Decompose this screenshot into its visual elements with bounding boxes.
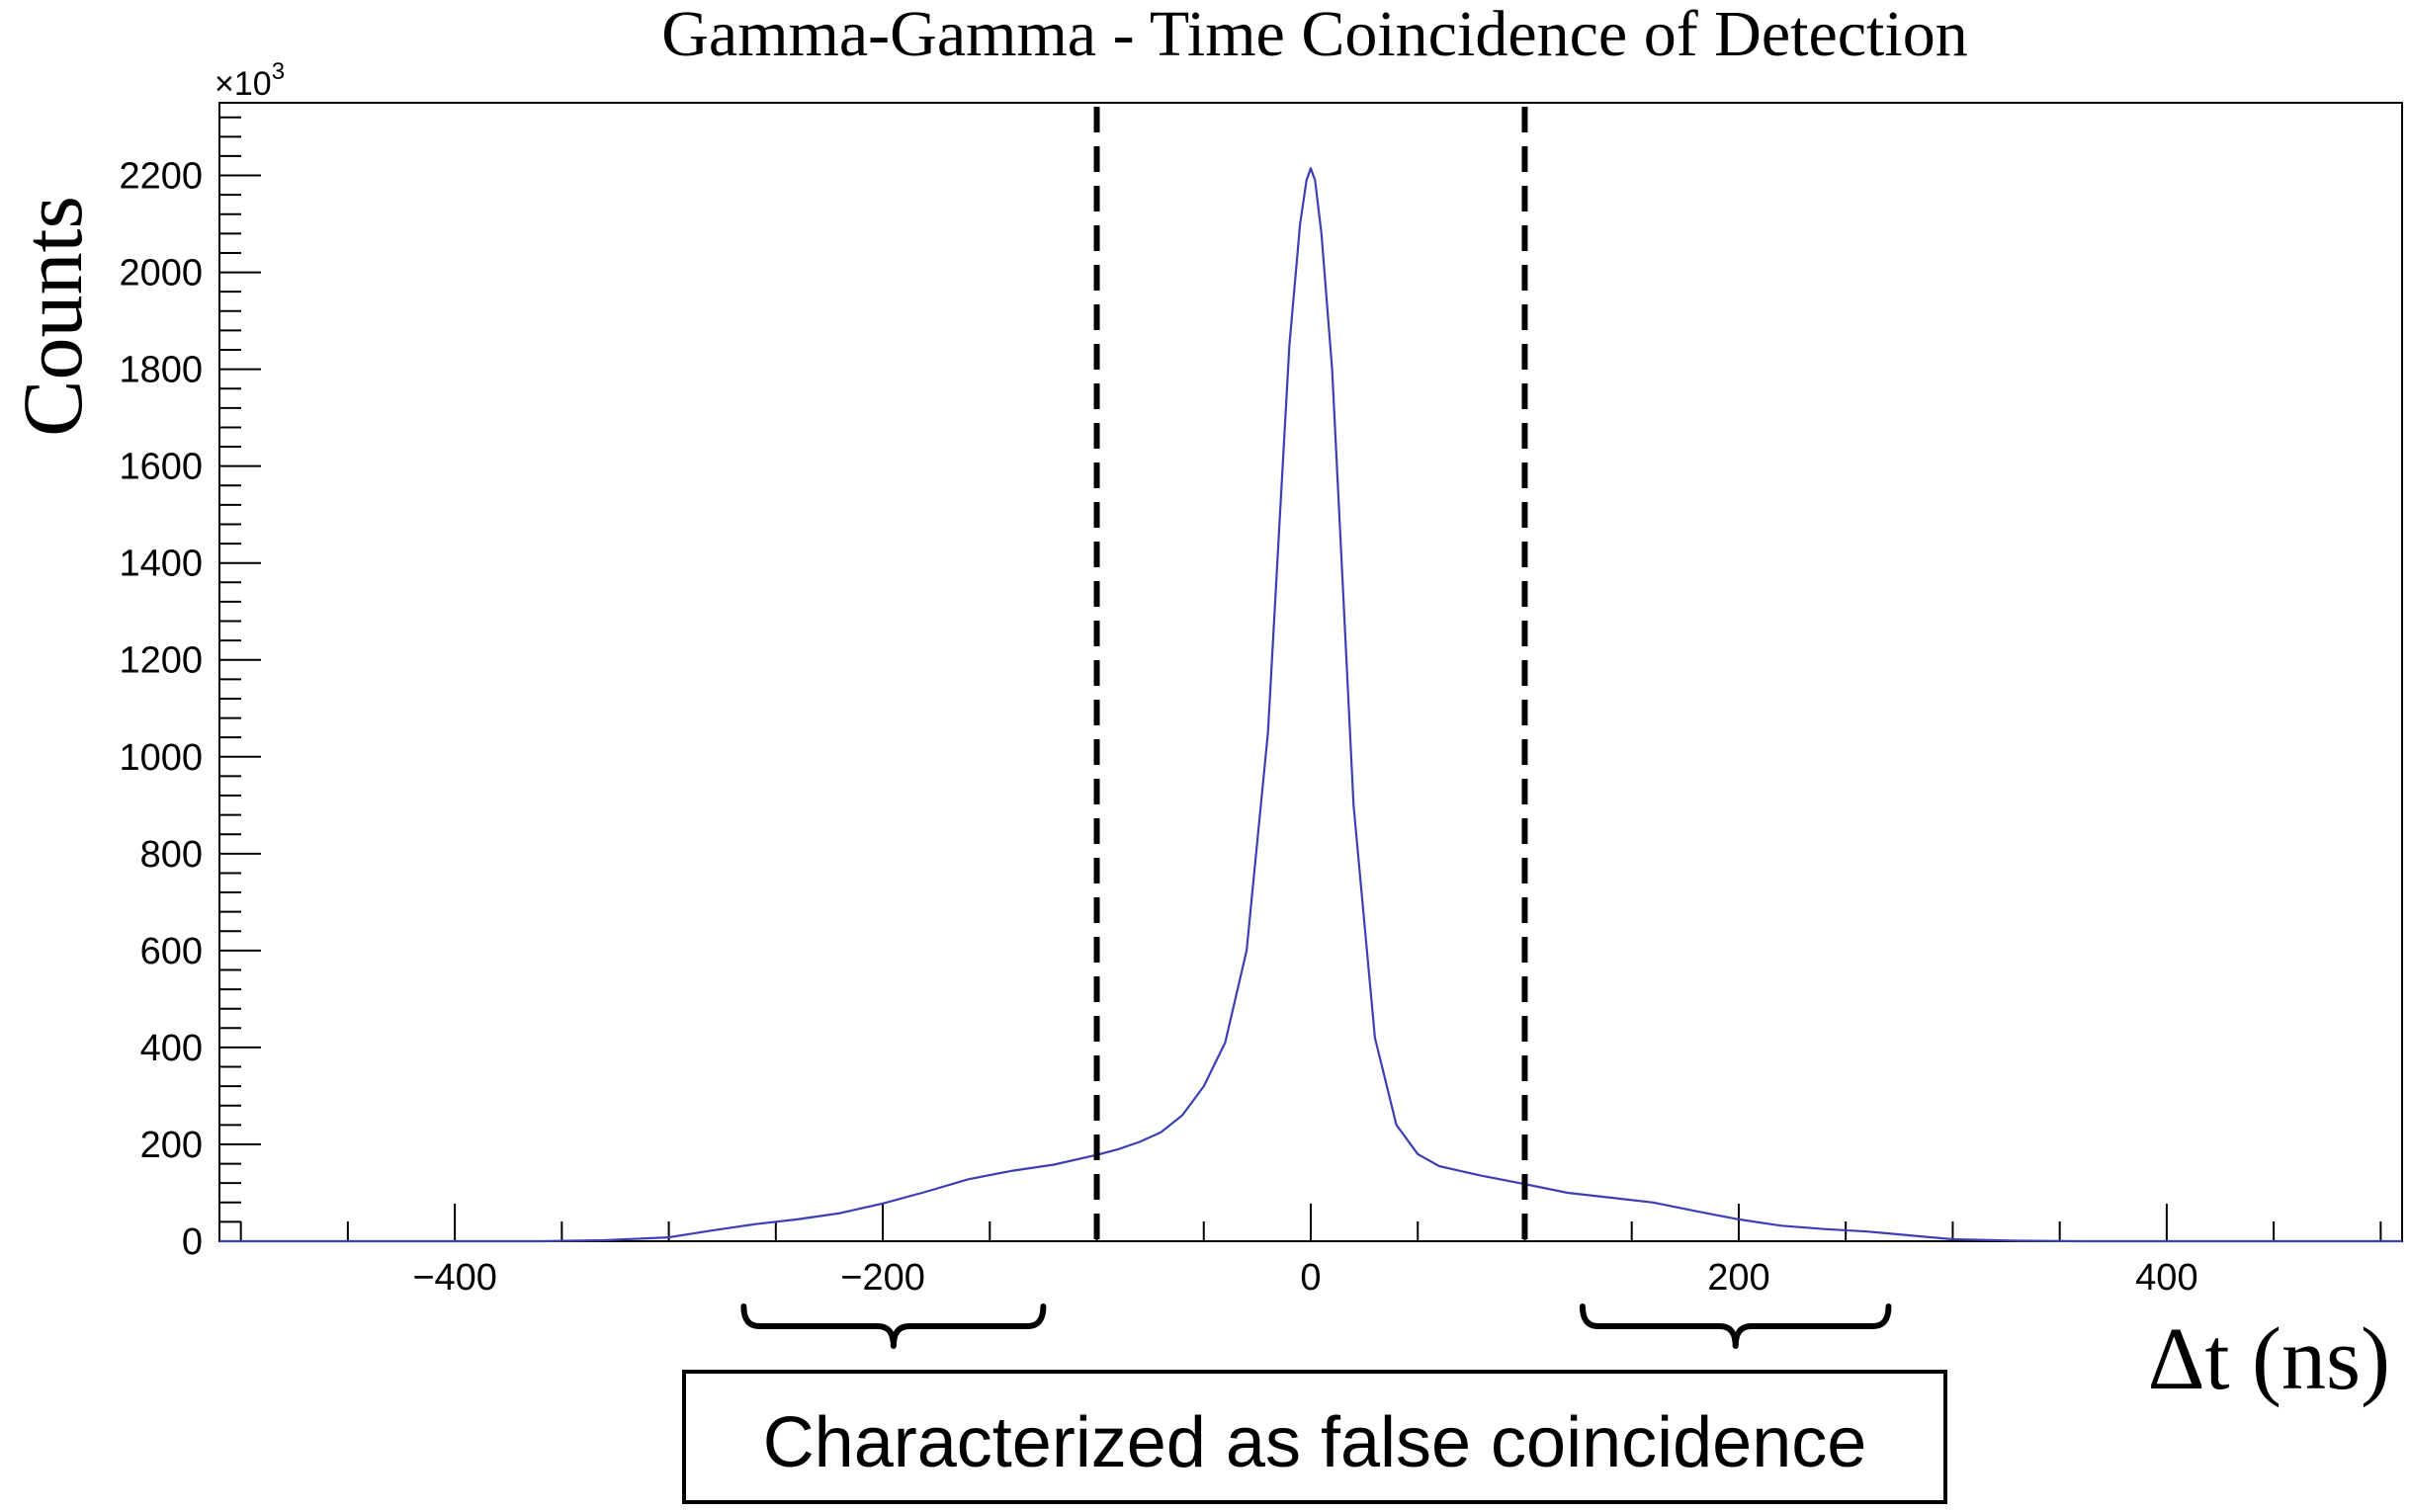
annotation-box — [682, 1370, 1947, 1504]
x-tick-label: 400 — [2135, 1257, 2197, 1299]
y-tick-label: 400 — [140, 1028, 203, 1069]
series-layer — [219, 167, 2402, 1243]
x-tick-label: 200 — [1707, 1257, 1769, 1299]
y-tick-label: 2200 — [119, 156, 203, 198]
y-multiplier-exp: 3 — [272, 58, 285, 85]
series-line — [219, 167, 2402, 1243]
brace-left — [740, 1303, 1047, 1349]
y-multiplier-base: ×10 — [215, 65, 272, 103]
x-tick-labels: −400 −200 0 200 400 — [412, 1257, 2197, 1299]
y-axis-label: Counts — [5, 196, 100, 437]
x-ticks — [239, 1204, 2382, 1241]
plot-frame — [218, 102, 2403, 1242]
x-tick-label: −200 — [840, 1257, 925, 1299]
marker-layer — [1093, 107, 1528, 1241]
y-tick-label: 2000 — [119, 253, 203, 294]
x-tick-label: −400 — [412, 1257, 497, 1299]
y-tick-label: 1200 — [119, 640, 203, 682]
brace-right — [1579, 1303, 1892, 1349]
y-tick-label: 200 — [140, 1125, 203, 1166]
y-tick-label: 1800 — [119, 350, 203, 391]
y-tick-label: 600 — [140, 931, 203, 972]
annotation-label: Characterized as false coincidence — [763, 1403, 1867, 1482]
y-tick-label: 1400 — [119, 544, 203, 585]
y-tick-label: 800 — [140, 834, 203, 876]
y-axis-label-group: Counts — [5, 196, 100, 437]
brace-layer — [740, 1303, 1892, 1349]
x-tick-label: 0 — [1300, 1257, 1321, 1299]
x-axis-label: Δt (ns) — [2148, 1310, 2390, 1408]
y-tick-label: 1000 — [119, 737, 203, 779]
y-tick-labels: 0 200 400 600 800 1000 1200 1400 1600 1800 2000 220… — [119, 156, 203, 1263]
y-tick-label: 1600 — [119, 447, 203, 488]
chart-title: Gamma-Gamma - Time Coincidence of Detect… — [661, 0, 1967, 70]
y-multiplier: ×103 — [215, 58, 285, 103]
y-ticks — [219, 116, 261, 1242]
y-tick-label: 0 — [182, 1221, 203, 1263]
